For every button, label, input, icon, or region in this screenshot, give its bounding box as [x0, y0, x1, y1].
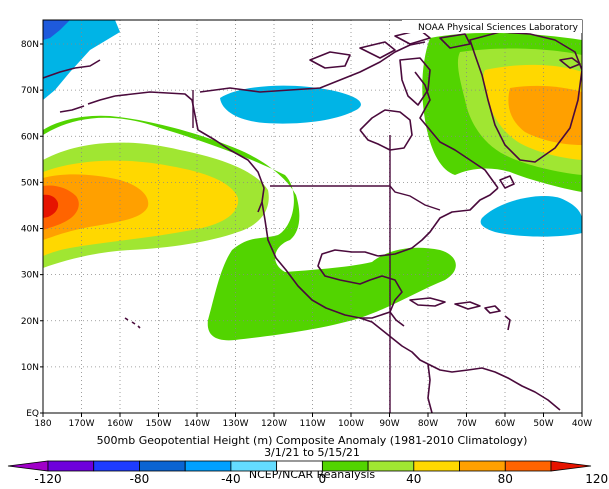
anomaly-positive-npacific-orange — [43, 174, 149, 240]
credit-box — [402, 20, 582, 33]
colorbar-arrow-low — [7, 460, 49, 472]
colorbar-label: 80 — [498, 472, 513, 486]
lon-tick-label: 50W — [533, 419, 553, 429]
caption-title: 500mb Geopotential Height (m) Composite … — [97, 434, 528, 447]
anomaly-negative-hudson — [220, 85, 361, 124]
anomaly-negative-alaska-arctic — [43, 20, 120, 100]
colorbar-label: -120 — [34, 472, 61, 486]
lat-tick-label: 80N — [21, 40, 39, 50]
lat-tick-label: 70N — [21, 86, 39, 96]
anomaly-negative-northatlantic — [480, 196, 582, 237]
credit-text: NOAA Physical Sciences Laboratory — [418, 23, 579, 33]
lat-tick-label: 60N — [21, 132, 39, 142]
colorbar-segment — [413, 460, 460, 472]
lon-tick-label: 120W — [261, 419, 287, 429]
colorbar-label: 40 — [406, 472, 421, 486]
caption-dates: 3/1/21 to 5/15/21 — [264, 446, 360, 459]
lon-tick-label: 180 — [34, 419, 51, 429]
colorbar-segment — [367, 460, 415, 472]
colorbar-segment — [459, 460, 506, 472]
lon-tick-label: 110W — [299, 419, 325, 429]
anomaly-negative-arctic-deep — [43, 20, 70, 40]
lat-tick-label: EQ — [26, 409, 39, 419]
colorbar-segment — [93, 460, 140, 472]
lon-tick-label: 90W — [379, 419, 399, 429]
lon-tick-label: 70W — [456, 419, 476, 429]
colorbar-label: -80 — [130, 472, 150, 486]
lon-tick-label: 130W — [222, 419, 248, 429]
colorbar-segment — [276, 460, 323, 472]
lon-tick-label: 100W — [338, 419, 364, 429]
colorbar-segment — [184, 460, 232, 472]
lon-tick-label: 160W — [107, 419, 133, 429]
colorbar-segment — [230, 460, 278, 472]
colorbar-label: 0 — [319, 472, 327, 486]
lat-tick-label: 10N — [21, 363, 39, 373]
lon-tick-label: 40W — [572, 419, 592, 429]
lon-tick-label: 150W — [145, 419, 171, 429]
anomaly-fields — [43, 20, 582, 341]
lon-tick-label: 80W — [418, 419, 438, 429]
political-boundaries — [192, 90, 441, 413]
colorbar-segment — [47, 460, 95, 472]
anomaly-positive-npacific-red — [43, 194, 59, 218]
lat-tick-label: 30N — [21, 271, 39, 281]
lon-tick-label: 140W — [184, 419, 210, 429]
colorbar: -120 -80 -40 0 40 80 120 — [7, 460, 608, 486]
colorbar-segment — [139, 460, 186, 472]
graticule — [43, 20, 582, 413]
lat-tick-label: 40N — [21, 225, 39, 235]
coastlines — [43, 29, 582, 413]
lat-tick-label: 50N — [21, 178, 39, 188]
lat-tick-label: 20N — [21, 317, 39, 327]
anomaly-positive-greenland-orange — [508, 85, 582, 145]
colorbar-label: 120 — [585, 472, 608, 486]
axis-ticks: 180 170W 160W 150W 140W 130W 120W 110W 100W 90W 80… — [21, 40, 592, 429]
colorbar-arrow-high — [550, 460, 592, 472]
colorbar-label: -40 — [221, 472, 241, 486]
lon-tick-label: 170W — [68, 419, 94, 429]
lon-tick-label: 60W — [495, 419, 515, 429]
colorbar-segment — [504, 460, 552, 472]
colorbar-segment — [321, 460, 369, 472]
anomaly-positive-npacific-green — [43, 115, 456, 341]
